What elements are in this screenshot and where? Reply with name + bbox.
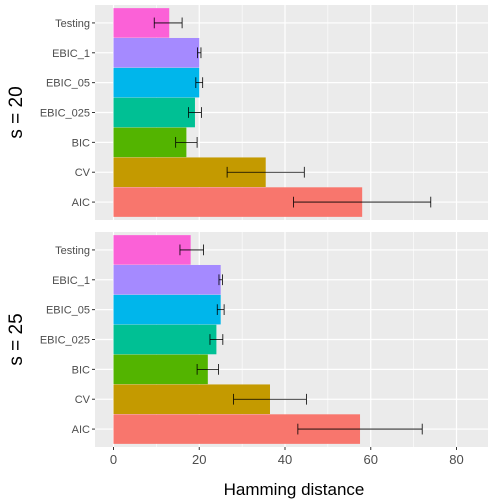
x-axis: 0 20 40 60 80 — [110, 447, 464, 467]
bar-bic — [113, 354, 208, 385]
bar-ebic-1 — [113, 264, 221, 295]
error-bar — [153, 17, 183, 29]
error-bar — [218, 274, 223, 286]
facet-label: s = 20 — [6, 86, 27, 138]
error-bar — [209, 334, 224, 345]
y-tick-label: EBIC_05 — [46, 305, 90, 317]
bar-testing — [113, 235, 191, 265]
x-tick-label: 80 — [449, 452, 463, 467]
facet-panels: AIC CV BIC EBIC_025 EBIC_05 EBIC_1 Testing s = … — [6, 5, 488, 447]
error-bar — [197, 47, 202, 59]
y-tick-label: BIC — [72, 364, 90, 376]
error-bar — [196, 363, 219, 375]
x-tick-label: 0 — [110, 452, 117, 467]
y-tick-label: EBIC_025 — [40, 108, 90, 120]
facet-label: s = 25 — [6, 313, 27, 365]
error-bar — [297, 423, 423, 435]
error-bar — [226, 166, 305, 178]
y-tick-label: CV — [75, 394, 91, 406]
facet-panel: AIC CV BIC EBIC_025 EBIC_05 EBIC_1 Testing s = … — [6, 232, 488, 447]
x-tick-label: 20 — [192, 452, 206, 467]
error-bar — [233, 393, 307, 405]
y-tick-label: Testing — [55, 245, 90, 257]
bar-ebic-05 — [113, 294, 221, 325]
y-tick-label: AIC — [72, 424, 90, 436]
y-tick-label: EBIC_05 — [46, 78, 90, 90]
facet-panel: AIC CV BIC EBIC_025 EBIC_05 EBIC_1 Testing s = … — [6, 5, 488, 220]
error-bar — [179, 244, 204, 256]
y-tick-label: CV — [75, 167, 91, 179]
x-axis-title: Hamming distance — [224, 480, 365, 499]
error-bar — [188, 107, 202, 118]
error-bar — [175, 136, 198, 148]
y-tick-label: EBIC_025 — [40, 335, 90, 347]
y-tick-label: Testing — [55, 18, 90, 30]
x-tick-label: 60 — [364, 452, 378, 467]
error-bar — [216, 304, 225, 316]
y-tick-label: BIC — [72, 137, 90, 149]
error-bar — [195, 77, 204, 89]
y-tick-label: EBIC_1 — [52, 275, 90, 287]
y-tick-label: AIC — [72, 197, 90, 209]
bar-ebic-025 — [113, 324, 217, 355]
x-tick-label: 40 — [278, 452, 292, 467]
bar-ebic-025 — [113, 97, 195, 128]
bar-bic — [113, 127, 187, 158]
y-tick-label: EBIC_1 — [52, 48, 90, 60]
bar-ebic-05 — [113, 67, 200, 98]
bar-ebic-1 — [113, 37, 200, 68]
error-bar — [293, 196, 432, 208]
